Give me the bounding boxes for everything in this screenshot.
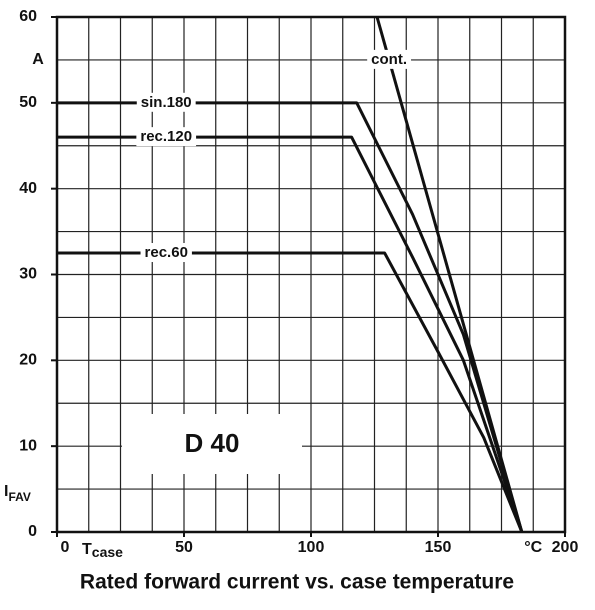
x-label: Tcase	[82, 541, 123, 559]
series-line	[57, 101, 524, 533]
series-label: rec.120	[140, 128, 192, 145]
y-tick-label: 30	[19, 266, 37, 283]
x-tick-label: 50	[175, 539, 193, 556]
x-label-main: T	[82, 541, 92, 558]
y-label-sub: FAV	[8, 490, 30, 504]
y-tick-label: 20	[19, 352, 37, 369]
x-tick-label: 0	[61, 539, 70, 556]
series-label: rec.60	[145, 244, 188, 261]
x-tick-label: 200	[552, 539, 579, 556]
series-line	[57, 135, 524, 533]
series-label-bg	[367, 49, 412, 69]
y-unit: A	[32, 51, 44, 68]
y-label-main: I	[4, 483, 8, 500]
x-tick-label: 100	[298, 539, 325, 556]
y-tick-label: 0	[28, 523, 37, 540]
y-tick-label: 40	[19, 180, 37, 197]
y-tick-label: 50	[19, 94, 37, 111]
series-label-bg	[140, 243, 192, 263]
annotation: D 40	[185, 428, 240, 458]
series-label-bg	[136, 92, 196, 112]
x-label-sub: case	[92, 544, 123, 560]
series-label: cont.	[371, 51, 407, 68]
y-tick-label: 60	[19, 8, 37, 25]
x-tick-label: 150	[425, 539, 452, 556]
y-label: IFAV	[4, 483, 31, 504]
annotation-box	[122, 414, 302, 474]
y-tick-label: 10	[19, 437, 37, 454]
chart-title: Rated forward current vs. case temperatu…	[80, 571, 514, 594]
series-label: sin.180	[141, 94, 192, 111]
series-label-bg	[136, 127, 197, 147]
series-line	[57, 251, 524, 533]
x-unit: °C	[524, 539, 542, 556]
